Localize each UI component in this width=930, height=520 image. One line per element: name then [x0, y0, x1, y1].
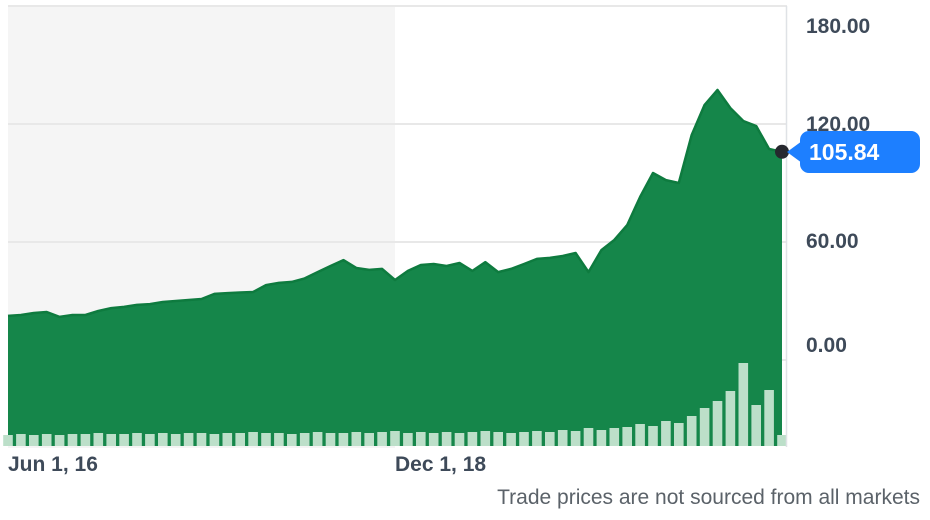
volume-bar — [364, 433, 374, 446]
volume-bar — [222, 433, 233, 446]
volume-bar — [287, 434, 297, 446]
volume-bar — [274, 433, 284, 446]
volume-bar — [416, 432, 426, 446]
volume-bar — [609, 428, 620, 446]
price-area — [8, 90, 782, 446]
volume-bar — [712, 401, 723, 446]
volume-bar — [261, 433, 271, 446]
volume-bar — [377, 432, 387, 446]
volume-bar — [648, 426, 658, 446]
volume-bar — [235, 433, 245, 446]
volume-bar — [751, 405, 761, 446]
y-axis-label-120: 120.00 — [806, 113, 871, 136]
x-axis-label-dec-1-18: Dec 1, 18 — [395, 453, 487, 476]
last-price-badge: 105.84 — [787, 131, 920, 173]
x-axis-label-jun-1-16: Jun 1, 16 — [8, 453, 98, 476]
volume-bar — [106, 434, 116, 446]
volume-bar — [635, 424, 645, 446]
volume-bar — [158, 433, 168, 446]
volume-bar — [170, 434, 181, 446]
volume-bar — [738, 363, 749, 446]
volume-bar — [351, 432, 362, 446]
volume-bar — [777, 435, 787, 446]
volume-bar — [312, 432, 323, 446]
volume-bar — [493, 432, 503, 446]
volume-bar — [119, 434, 129, 446]
y-axis-label-60: 60.00 — [806, 230, 859, 253]
y-axis-label-180: 180.00 — [806, 15, 871, 38]
volume-bar — [674, 423, 684, 446]
volume-bar — [325, 433, 336, 446]
volume-bar — [41, 434, 52, 446]
volume-bar — [67, 434, 78, 446]
volume-bar — [622, 427, 632, 446]
volume-bar — [338, 433, 349, 446]
volume-bar — [29, 435, 39, 446]
volume-bar — [80, 434, 91, 446]
volume-bar — [441, 432, 452, 446]
volume-bar — [428, 433, 439, 446]
volume-bar — [532, 431, 542, 446]
last-price-marker-dot — [775, 144, 789, 159]
volume-bar — [596, 430, 607, 446]
y-axis-label-0: 0.00 — [806, 334, 847, 357]
volume-bar — [545, 432, 555, 446]
volume-bar — [145, 434, 155, 446]
volume-bar — [390, 431, 400, 446]
volume-bar — [54, 435, 65, 446]
volume-bar — [183, 433, 194, 446]
volume-bar — [209, 434, 220, 446]
volume-bar — [454, 433, 465, 446]
volume-bar — [3, 435, 13, 446]
volume-bar — [725, 391, 736, 446]
volume-bar — [248, 432, 258, 446]
trade-prices-disclaimer: Trade prices are not sourced from all ma… — [497, 486, 920, 509]
volume-bar — [132, 433, 142, 446]
volume-bar — [570, 431, 581, 446]
volume-bar — [480, 431, 491, 446]
volume-bar — [403, 433, 413, 446]
volume-bar — [519, 432, 529, 446]
volume-bar — [196, 433, 207, 446]
price-line — [7, 88, 783, 319]
volume-bar — [764, 390, 774, 446]
volume-bar — [686, 416, 697, 446]
volume-bar — [699, 408, 710, 446]
volume-bar — [299, 433, 310, 446]
volume-bar — [93, 433, 104, 446]
badge-pointer-icon — [787, 141, 802, 163]
volume-bar — [661, 421, 671, 446]
volume-bar — [583, 428, 594, 446]
volume-bar — [506, 433, 516, 446]
volume-bar — [557, 430, 568, 446]
last-price-value: 105.84 — [800, 131, 920, 173]
volume-bar — [16, 434, 26, 446]
volume-bar — [467, 432, 478, 446]
